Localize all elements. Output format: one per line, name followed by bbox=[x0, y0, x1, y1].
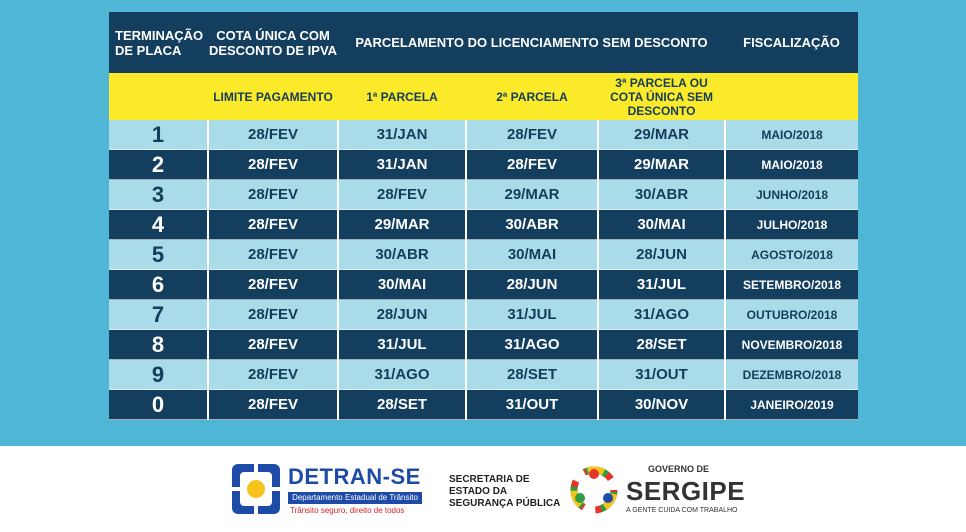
cell-parcela-1: 29/MAR bbox=[338, 209, 467, 240]
cell-parcela-3: 29/MAR bbox=[598, 120, 727, 150]
cell-parcela-3: 28/JUN bbox=[598, 239, 727, 270]
cell-fiscalizacao: JANEIRO/2019 bbox=[725, 389, 859, 420]
table-row: 1 28/FEV 31/JAN 28/FEV 29/MAR MAIO/2018 bbox=[109, 120, 859, 150]
cell-parcela-1: 28/FEV bbox=[338, 179, 467, 210]
cell-limite: 28/FEV bbox=[208, 269, 339, 300]
cell-limite: 28/FEV bbox=[208, 389, 339, 420]
header-cota-unica: Cota única com desconto de IPVA bbox=[208, 12, 338, 73]
cell-parcela-1: 30/ABR bbox=[338, 239, 467, 270]
cell-fiscalizacao: DEZEMBRO/2018 bbox=[725, 359, 859, 390]
cell-parcela-1: 28/SET bbox=[338, 389, 467, 420]
cell-limite: 28/FEV bbox=[208, 299, 339, 330]
cell-placa: 9 bbox=[109, 359, 209, 390]
table-row: 4 28/FEV 29/MAR 30/ABR 30/MAI JULHO/2018 bbox=[109, 209, 859, 240]
governo-sergipe-logo: GOVERNO DE SERGIPE A gente cuida com tra… bbox=[566, 460, 745, 520]
cell-parcela-1: 31/JAN bbox=[338, 120, 467, 150]
header-parcelamento: Parcelamento do Licenciamento sem descon… bbox=[338, 12, 726, 73]
cell-placa: 0 bbox=[109, 389, 209, 420]
cell-parcela-3: 31/AGO bbox=[598, 299, 727, 330]
cell-parcela-3: 30/MAI bbox=[598, 209, 727, 240]
cell-parcela-3: 31/JUL bbox=[598, 269, 727, 300]
table-row: 3 28/FEV 28/FEV 29/MAR 30/ABR JUNHO/2018 bbox=[109, 179, 859, 210]
cell-placa: 7 bbox=[109, 299, 209, 330]
subheader-parcela-1: 1ª Parcela bbox=[338, 73, 466, 120]
cell-parcela-1: 28/JUN bbox=[338, 299, 467, 330]
ipva-calendar-table-wrapper: Terminação de Placa Cota única com desco… bbox=[109, 12, 859, 420]
cell-fiscalizacao: SETEMBRO/2018 bbox=[725, 269, 859, 300]
governo-slogan: A gente cuida com trabalho bbox=[626, 507, 738, 514]
subheader-parcela-3: 3ª Parcela ou Cota Única sem Desconto bbox=[598, 73, 726, 120]
cell-fiscalizacao: NOVEMBRO/2018 bbox=[725, 329, 859, 360]
detran-logo: DETRAN-SE Departamento Estadual de Trâns… bbox=[228, 460, 424, 520]
cell-parcela-3: 31/OUT bbox=[598, 359, 727, 390]
cell-placa: 3 bbox=[109, 179, 209, 210]
header-row: Terminação de Placa Cota única com desco… bbox=[109, 12, 859, 73]
subheader-empty bbox=[109, 73, 208, 120]
cell-fiscalizacao: OUTUBRO/2018 bbox=[725, 299, 859, 330]
detran-slogan: Trânsito seguro, direito de todos bbox=[290, 506, 405, 515]
cell-parcela-2: 28/JUN bbox=[466, 269, 599, 300]
cell-fiscalizacao: AGOSTO/2018 bbox=[725, 239, 859, 270]
cell-parcela-3: 30/ABR bbox=[598, 179, 727, 210]
cell-fiscalizacao: JULHO/2018 bbox=[725, 209, 859, 240]
cell-fiscalizacao: MAIO/2018 bbox=[725, 120, 859, 150]
cell-parcela-1: 31/AGO bbox=[338, 359, 467, 390]
cell-parcela-2: 30/ABR bbox=[466, 209, 599, 240]
cell-parcela-1: 31/JAN bbox=[338, 149, 467, 180]
cell-parcela-1: 30/MAI bbox=[338, 269, 467, 300]
subheader-limite-pagamento: Limite Pagamento bbox=[208, 73, 338, 120]
cell-parcela-2: 30/MAI bbox=[466, 239, 599, 270]
footer-logos-bar: DETRAN-SE Departamento Estadual de Trâns… bbox=[0, 446, 966, 532]
cell-parcela-2: 28/SET bbox=[466, 359, 599, 390]
cell-parcela-2: 31/OUT bbox=[466, 389, 599, 420]
cell-parcela-2: 31/JUL bbox=[466, 299, 599, 330]
cell-limite: 28/FEV bbox=[208, 209, 339, 240]
cell-parcela-3: 28/SET bbox=[598, 329, 727, 360]
cell-placa: 4 bbox=[109, 209, 209, 240]
cell-parcela-3: 29/MAR bbox=[598, 149, 727, 180]
cell-placa: 1 bbox=[109, 120, 209, 150]
cell-limite: 28/FEV bbox=[208, 120, 339, 150]
table-row: 9 28/FEV 31/AGO 28/SET 31/OUT DEZEMBRO/2… bbox=[109, 359, 859, 390]
cell-limite: 28/FEV bbox=[208, 149, 339, 180]
governo-de-label: GOVERNO DE bbox=[648, 464, 710, 474]
cell-limite: 28/FEV bbox=[208, 359, 339, 390]
detran-emblem-icon bbox=[232, 464, 280, 514]
cell-parcela-3: 30/NOV bbox=[598, 389, 727, 420]
cell-fiscalizacao: JUNHO/2018 bbox=[725, 179, 859, 210]
header-terminacao-placa: Terminação de Placa bbox=[109, 12, 208, 73]
sergipe-label: SERGIPE bbox=[626, 476, 746, 506]
cell-fiscalizacao: MAIO/2018 bbox=[725, 149, 859, 180]
table-row: 0 28/FEV 28/SET 31/OUT 30/NOV JANEIRO/20… bbox=[109, 389, 859, 420]
table-body: 1 28/FEV 31/JAN 28/FEV 29/MAR MAIO/2018 … bbox=[109, 120, 859, 420]
detran-subtitle: Departamento Estadual de Trânsito bbox=[288, 492, 422, 504]
table-row: 8 28/FEV 31/JUL 31/AGO 28/SET NOVEMBRO/2… bbox=[109, 329, 859, 360]
ssp-label: Secretaria de Estado da Segurança Públic… bbox=[449, 474, 561, 509]
subheader-empty bbox=[725, 73, 859, 120]
cell-placa: 8 bbox=[109, 329, 209, 360]
table-row: 6 28/FEV 30/MAI 28/JUN 31/JUL SETEMBRO/2… bbox=[109, 269, 859, 300]
cell-placa: 6 bbox=[109, 269, 209, 300]
cell-limite: 28/FEV bbox=[208, 239, 339, 270]
header-fiscalizacao: Fiscalização bbox=[725, 12, 859, 73]
cell-parcela-2: 28/FEV bbox=[466, 120, 599, 150]
cell-parcela-2: 31/AGO bbox=[466, 329, 599, 360]
cell-limite: 28/FEV bbox=[208, 179, 339, 210]
cell-placa: 5 bbox=[109, 239, 209, 270]
table-row: 2 28/FEV 31/JAN 28/FEV 29/MAR MAIO/2018 bbox=[109, 149, 859, 180]
table-row: 5 28/FEV 30/ABR 30/MAI 28/JUN AGOSTO/201… bbox=[109, 239, 859, 270]
detran-name: DETRAN-SE bbox=[288, 464, 421, 489]
ipva-calendar-table: Terminação de Placa Cota única com desco… bbox=[109, 12, 859, 420]
sergipe-emblem-icon bbox=[570, 466, 618, 514]
cell-parcela-1: 31/JUL bbox=[338, 329, 467, 360]
subheader-parcela-2: 2ª Parcela bbox=[466, 73, 598, 120]
table-row: 7 28/FEV 28/JUN 31/JUL 31/AGO OUTUBRO/20… bbox=[109, 299, 859, 330]
cell-placa: 2 bbox=[109, 149, 209, 180]
cell-parcela-2: 28/FEV bbox=[466, 149, 599, 180]
subheader-row: Limite Pagamento 1ª Parcela 2ª Parcela 3… bbox=[109, 73, 859, 120]
cell-parcela-2: 29/MAR bbox=[466, 179, 599, 210]
cell-limite: 28/FEV bbox=[208, 329, 339, 360]
